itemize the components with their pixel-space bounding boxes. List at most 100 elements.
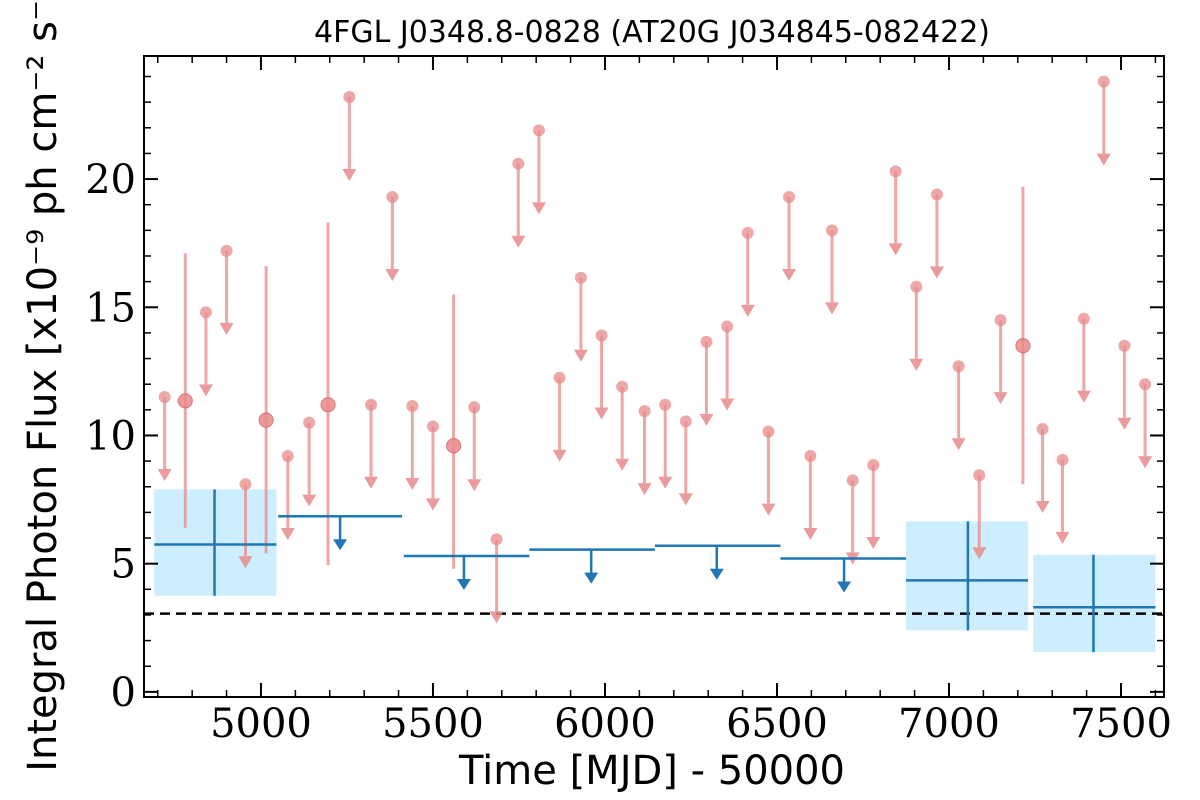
upper-limit-point [721, 320, 734, 333]
upper-limit-point [532, 124, 545, 137]
long-bin-arrow-head [333, 539, 348, 551]
upper-limit-arrow-head [993, 392, 1008, 405]
upper-limit-point [889, 165, 902, 178]
upper-limit-arrow-head [573, 349, 588, 362]
upper-limit-point [973, 469, 986, 482]
upper-limit-arrow-head [825, 302, 840, 315]
upper-limit-arrow-head [489, 611, 504, 624]
upper-limit-point [553, 371, 566, 384]
upper-limit-point [239, 478, 252, 491]
upper-limit-arrow-head [594, 407, 609, 420]
upper-limit-arrow-head [552, 449, 567, 462]
upper-limit-point [952, 360, 965, 373]
upper-limit-point [679, 415, 692, 428]
upper-limit-point [1056, 453, 1069, 466]
upper-limit-arrow-head [385, 269, 400, 282]
upper-limit-point [386, 191, 399, 204]
upper-limit-arrow-head [1035, 501, 1050, 514]
upper-limit-point [783, 191, 796, 204]
plot-frame [143, 55, 1165, 698]
short-bin-point [1015, 338, 1031, 354]
upper-limit-point [490, 533, 503, 546]
x-tick-label: 7500 [1070, 701, 1172, 747]
upper-limit-point [1036, 423, 1049, 436]
upper-limit-arrow-head [1117, 417, 1132, 430]
upper-limit-point [741, 226, 754, 239]
long-bin-bands [154, 489, 1156, 653]
long-bin-markers [154, 489, 1156, 653]
upper-limit-arrow-head [280, 527, 295, 540]
upper-limit-point [1118, 339, 1131, 352]
upper-limit-arrow-head [364, 476, 379, 489]
upper-limit-arrow-head [909, 358, 924, 371]
upper-limit-point [281, 449, 294, 462]
y-tick-label: 0 [111, 670, 136, 716]
upper-limit-arrow-head [198, 384, 213, 397]
upper-limit-arrow-head [302, 494, 317, 507]
upper-limit-arrow-head [425, 498, 440, 511]
upper-limit-arrow-head [1138, 456, 1153, 469]
upper-limit-arrow-head [405, 477, 420, 490]
upper-limit-arrow-head [342, 169, 357, 182]
upper-limit-arrow-head [888, 243, 903, 256]
upper-limit-arrow-head [761, 503, 776, 516]
upper-limit-point [910, 280, 923, 293]
upper-limit-arrow-head [782, 269, 797, 282]
upper-limit-point [1139, 378, 1152, 391]
upper-limit-arrow-head [238, 556, 253, 569]
upper-limit-arrow-head [740, 304, 755, 317]
short-bin-point [258, 412, 274, 428]
y-tick-label: 5 [111, 542, 136, 588]
short-bin-point [320, 397, 336, 413]
upper-limit-point [1097, 75, 1110, 88]
upper-limit-point [994, 314, 1007, 327]
upper-limit-point [595, 329, 608, 342]
upper-limit-point [1077, 312, 1090, 325]
upper-limit-point [468, 401, 481, 414]
upper-limit-point [199, 306, 212, 319]
upper-limit-point [804, 449, 817, 462]
upper-limit-point [220, 244, 233, 257]
upper-limit-arrow-head [615, 458, 630, 471]
chart-title: 4FGL J0348.8-0828 (AT20G J034845-082422) [314, 15, 990, 50]
x-tick-label: 6000 [554, 701, 656, 747]
y-tick-label: 10 [85, 413, 136, 459]
upper-limit-point [158, 391, 171, 404]
upper-limit-arrow-head [157, 469, 172, 482]
upper-limit-point [365, 398, 378, 411]
long-bin-arrow-head [709, 568, 724, 580]
y-tick-label: 15 [85, 285, 136, 331]
x-axis-label: Time [MJD] - 50000 [458, 748, 845, 794]
upper-limit-point [846, 474, 859, 487]
upper-limit-arrow-head [658, 476, 673, 489]
upper-limit-point [826, 224, 839, 237]
upper-limit-arrow-head [972, 547, 987, 560]
upper-limit-point [426, 420, 439, 433]
upper-limit-point [303, 416, 316, 429]
y-tick-label: 20 [85, 157, 136, 203]
upper-limit-point [638, 405, 651, 418]
x-tick-label: 5000 [210, 701, 312, 747]
short-bin-point [177, 393, 193, 409]
upper-limit-point [659, 398, 672, 411]
upper-limit-arrow-head [531, 202, 546, 215]
upper-limit-point [512, 157, 525, 170]
upper-limit-arrow-head [929, 266, 944, 279]
upper-limit-point [700, 335, 713, 348]
short-bin-markers [157, 75, 1153, 624]
upper-limit-point [574, 271, 587, 284]
upper-limit-arrow-head [951, 438, 966, 451]
upper-limit-arrow-head [1055, 531, 1070, 544]
upper-limit-arrow-head [467, 479, 482, 492]
x-tick-label: 6500 [726, 701, 828, 747]
upper-limit-point [406, 399, 419, 412]
y-axis-label: Integral Photon Flux [x10⁻⁹ ph cm⁻² s⁻¹] [20, 0, 66, 772]
upper-limit-arrow-head [1076, 390, 1091, 403]
upper-limit-arrow-head [637, 483, 652, 496]
upper-limit-point [930, 188, 943, 201]
upper-limit-point [762, 425, 775, 438]
upper-limit-arrow-head [219, 322, 234, 335]
upper-limit-arrow-head [678, 493, 693, 506]
upper-limit-point [343, 91, 356, 104]
